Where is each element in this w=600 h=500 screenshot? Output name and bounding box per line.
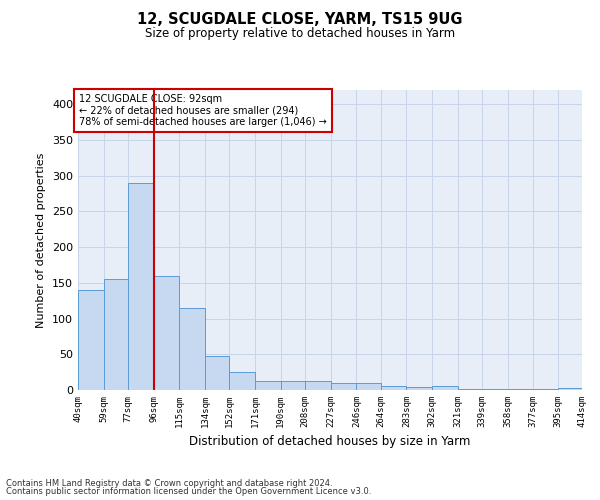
Bar — [305, 380, 331, 390]
Bar — [255, 380, 281, 390]
Bar — [356, 383, 380, 390]
Text: 12 SCUGDALE CLOSE: 92sqm
← 22% of detached houses are smaller (294)
78% of semi-: 12 SCUGDALE CLOSE: 92sqm ← 22% of detach… — [79, 94, 327, 127]
Bar — [331, 383, 356, 390]
Bar — [406, 387, 432, 390]
Bar — [104, 280, 128, 390]
Bar — [179, 308, 205, 390]
Bar — [205, 356, 229, 390]
Text: 12, SCUGDALE CLOSE, YARM, TS15 9UG: 12, SCUGDALE CLOSE, YARM, TS15 9UG — [137, 12, 463, 28]
Y-axis label: Number of detached properties: Number of detached properties — [37, 152, 46, 328]
X-axis label: Distribution of detached houses by size in Yarm: Distribution of detached houses by size … — [190, 436, 470, 448]
Bar — [557, 388, 582, 390]
Bar — [380, 386, 406, 390]
Bar — [432, 386, 458, 390]
Bar — [154, 276, 179, 390]
Bar — [458, 388, 482, 390]
Text: Contains public sector information licensed under the Open Government Licence v3: Contains public sector information licen… — [6, 487, 371, 496]
Bar — [482, 388, 508, 390]
Bar — [78, 290, 104, 390]
Text: Size of property relative to detached houses in Yarm: Size of property relative to detached ho… — [145, 28, 455, 40]
Bar — [128, 183, 154, 390]
Bar — [229, 372, 255, 390]
Text: Contains HM Land Registry data © Crown copyright and database right 2024.: Contains HM Land Registry data © Crown c… — [6, 478, 332, 488]
Bar — [281, 380, 305, 390]
